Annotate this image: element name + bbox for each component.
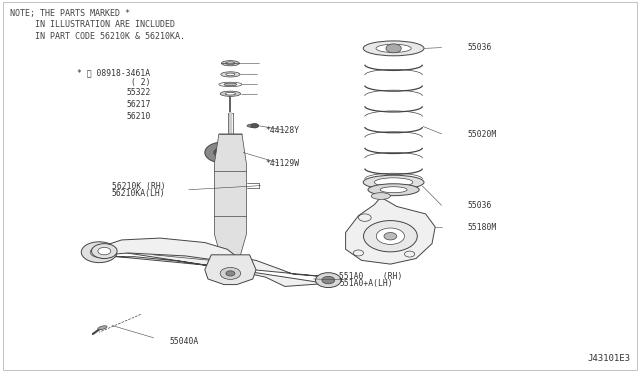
Circle shape bbox=[376, 228, 404, 244]
Text: 55036: 55036 bbox=[467, 43, 492, 52]
Text: IN PART CODE 56210K & 56210KA.: IN PART CODE 56210K & 56210KA. bbox=[10, 32, 184, 41]
Text: 56210KA(LH): 56210KA(LH) bbox=[112, 189, 166, 198]
Ellipse shape bbox=[374, 178, 413, 187]
Circle shape bbox=[95, 250, 103, 254]
Circle shape bbox=[322, 276, 335, 284]
Ellipse shape bbox=[364, 41, 424, 56]
Circle shape bbox=[384, 232, 397, 240]
Text: 551A0    (RH): 551A0 (RH) bbox=[339, 272, 403, 280]
Ellipse shape bbox=[224, 83, 237, 86]
Ellipse shape bbox=[380, 187, 407, 193]
Text: 551A0+A(LH): 551A0+A(LH) bbox=[339, 279, 393, 288]
Circle shape bbox=[251, 124, 259, 128]
Circle shape bbox=[81, 242, 117, 263]
Text: 56210K (RH): 56210K (RH) bbox=[112, 182, 166, 190]
Text: J43101E3: J43101E3 bbox=[588, 354, 630, 363]
Polygon shape bbox=[98, 247, 326, 286]
Ellipse shape bbox=[364, 175, 424, 189]
Text: *44128Y: *44128Y bbox=[266, 126, 300, 135]
Circle shape bbox=[205, 142, 241, 163]
Text: *41129W: *41129W bbox=[266, 159, 300, 168]
Circle shape bbox=[386, 44, 401, 53]
Ellipse shape bbox=[221, 72, 240, 77]
Text: NOTE; THE PARTS MARKED *: NOTE; THE PARTS MARKED * bbox=[10, 9, 129, 18]
Ellipse shape bbox=[247, 124, 259, 127]
Text: 55322: 55322 bbox=[126, 88, 150, 97]
Polygon shape bbox=[205, 255, 256, 285]
Circle shape bbox=[316, 273, 341, 288]
Circle shape bbox=[90, 247, 108, 257]
Ellipse shape bbox=[371, 193, 390, 199]
Text: 55180M: 55180M bbox=[467, 223, 497, 232]
Text: IN ILLUSTRATION ARE INCLUDED: IN ILLUSTRATION ARE INCLUDED bbox=[10, 20, 175, 29]
Text: 55040A: 55040A bbox=[170, 337, 199, 346]
Circle shape bbox=[92, 244, 117, 259]
Ellipse shape bbox=[220, 91, 241, 96]
Circle shape bbox=[220, 267, 241, 279]
Text: 55020M: 55020M bbox=[467, 130, 497, 139]
Text: 56210: 56210 bbox=[126, 112, 150, 121]
Circle shape bbox=[226, 271, 235, 276]
Ellipse shape bbox=[225, 92, 236, 95]
Ellipse shape bbox=[226, 73, 235, 76]
Circle shape bbox=[364, 221, 417, 252]
Circle shape bbox=[98, 247, 111, 255]
Text: * Ⓝ 08918-3461A: * Ⓝ 08918-3461A bbox=[77, 68, 150, 77]
Text: ( 2): ( 2) bbox=[131, 78, 150, 87]
Polygon shape bbox=[214, 134, 246, 257]
Polygon shape bbox=[346, 197, 435, 264]
Text: 55036: 55036 bbox=[467, 201, 492, 210]
Polygon shape bbox=[99, 238, 237, 260]
Ellipse shape bbox=[368, 184, 419, 196]
Ellipse shape bbox=[226, 62, 235, 65]
Text: 56217: 56217 bbox=[126, 100, 150, 109]
Ellipse shape bbox=[98, 326, 107, 330]
Ellipse shape bbox=[221, 61, 239, 66]
Circle shape bbox=[214, 147, 232, 158]
Ellipse shape bbox=[376, 44, 412, 52]
